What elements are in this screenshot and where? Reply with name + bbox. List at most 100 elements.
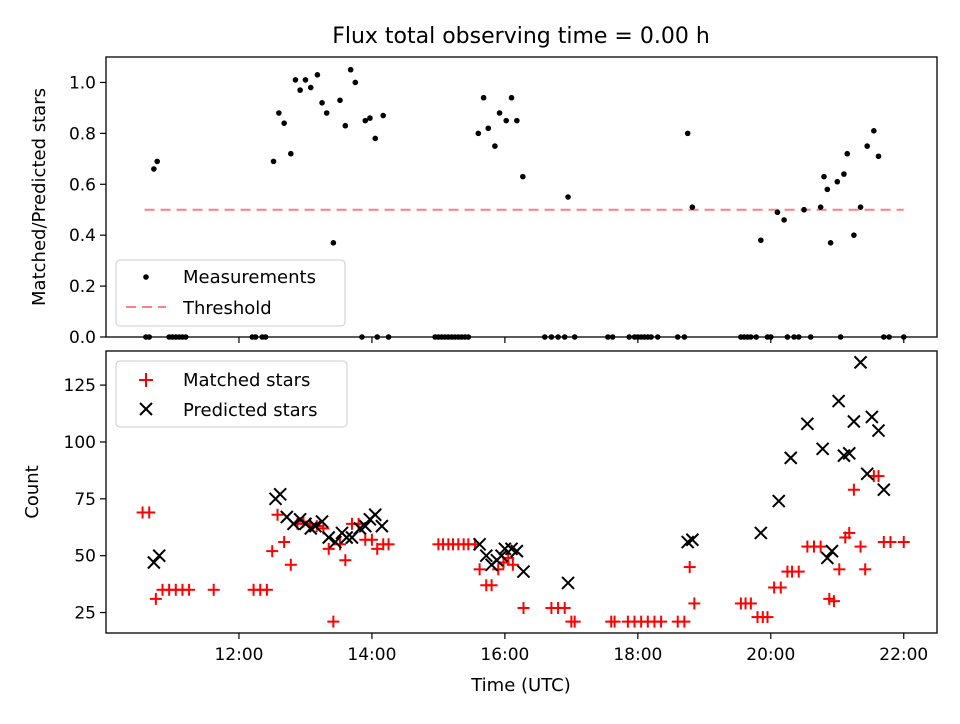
measurement-point xyxy=(281,120,287,126)
top-y-ticks: 0.0 0.2 0.4 0.6 0.8 1.0 xyxy=(69,73,106,348)
measurement-point xyxy=(605,334,611,340)
measurement-point xyxy=(784,334,791,340)
predicted-star-point xyxy=(516,564,531,579)
matched-star-point xyxy=(266,545,279,558)
matched-star-point xyxy=(207,583,220,596)
matched-star-point xyxy=(149,592,162,605)
measurement-point xyxy=(302,77,309,83)
matched-star-point xyxy=(833,563,846,576)
measurement-point xyxy=(900,334,907,340)
measurement-point xyxy=(844,150,851,157)
measurement-point xyxy=(514,117,520,124)
predicted-star-point xyxy=(784,451,798,465)
measurement-point xyxy=(753,334,759,340)
matched-star-point xyxy=(608,615,621,628)
matched-star-point xyxy=(517,601,530,614)
matched-star-point xyxy=(334,538,347,551)
measurement-point xyxy=(372,135,379,142)
top-legend-box xyxy=(115,259,346,327)
predicted-star-point xyxy=(680,535,695,549)
measurement-point xyxy=(654,334,661,340)
measurement-point xyxy=(374,334,381,340)
measurement-point xyxy=(648,334,654,340)
matched-star-point xyxy=(492,563,505,576)
measurement-point xyxy=(768,334,774,340)
measurement-point xyxy=(292,77,299,83)
matched-star-point xyxy=(365,533,378,546)
measurement-point xyxy=(314,72,321,78)
measurement-point xyxy=(565,194,571,200)
measurement-point xyxy=(359,334,365,340)
predicted-star-point xyxy=(286,517,301,531)
measurement-point xyxy=(380,112,387,119)
measurement-point xyxy=(508,94,515,101)
measurement-point xyxy=(252,334,259,340)
matched-star-point xyxy=(655,615,668,628)
measurement-point xyxy=(681,334,688,340)
bottom-panel: 25 50 75 100 125 12:00 14:00 16:00 18:00 20:00 22… xyxy=(22,350,938,696)
measurement-point xyxy=(323,110,330,116)
measurement-point xyxy=(362,117,369,124)
chart-title: Flux total observing time = 0.00 h xyxy=(332,24,710,49)
predicted-star-point xyxy=(877,483,891,497)
matched-star-point xyxy=(506,558,519,571)
count-points xyxy=(136,355,910,628)
measurement-point xyxy=(821,173,827,180)
matched-star-point xyxy=(897,536,910,549)
matched-star-point xyxy=(284,558,297,571)
predicted-star-point xyxy=(860,467,874,481)
measurement-point xyxy=(297,87,303,93)
measurement-point xyxy=(758,237,764,244)
measurement-point xyxy=(541,334,548,340)
measurement-point xyxy=(262,334,269,340)
predicted-star-point xyxy=(772,494,786,508)
measurement-point xyxy=(385,334,392,340)
predicted-star-point xyxy=(865,410,879,424)
matched-star-point xyxy=(278,536,291,549)
matched-star-point xyxy=(792,565,805,578)
predicted-star-point xyxy=(315,514,329,529)
top-y-tick-label: 1.0 xyxy=(69,73,96,93)
predicted-star-point xyxy=(510,544,524,558)
measurement-point xyxy=(827,240,834,246)
measurement-point xyxy=(824,186,831,193)
measurement-point xyxy=(182,334,189,340)
legend-label-threshold: Threshold xyxy=(182,298,272,319)
matched-star-point xyxy=(382,538,395,551)
predicted-star-point xyxy=(152,548,166,563)
predicted-star-point xyxy=(825,544,839,558)
matched-star-point xyxy=(688,597,701,610)
predicted-star-point xyxy=(561,576,575,590)
measurement-point xyxy=(548,334,555,340)
matched-star-point xyxy=(854,540,867,553)
bottom-y-tick-label: 125 xyxy=(64,376,96,396)
measurement-point xyxy=(485,125,492,132)
matched-star-point xyxy=(872,470,885,483)
measurement-point xyxy=(503,117,510,124)
bottom-y-tick-label: 50 xyxy=(74,547,96,567)
matched-star-point xyxy=(814,540,827,553)
measurement-point xyxy=(307,84,314,91)
measurement-point xyxy=(465,334,472,340)
measurement-point xyxy=(886,334,892,340)
measurement-point xyxy=(288,150,294,157)
legend-label-measurements: Measurements xyxy=(183,267,316,288)
predicted-star-point xyxy=(479,548,493,563)
bottom-x-tick-label: 20:00 xyxy=(746,645,795,665)
predicted-star-point xyxy=(685,533,700,547)
measurement-point xyxy=(475,130,482,137)
measurement-point xyxy=(480,94,487,101)
measurement-point xyxy=(342,122,349,129)
bottom-y-tick-label: 100 xyxy=(64,433,96,453)
predicted-star-point xyxy=(815,442,830,456)
measurement-point xyxy=(496,110,503,116)
measurement-point xyxy=(871,128,877,134)
predicted-star-point xyxy=(375,519,389,533)
measurement-point xyxy=(319,100,325,106)
measurement-point xyxy=(337,97,343,104)
top-y-tick-label: 0.8 xyxy=(69,124,96,144)
predicted-star-point xyxy=(754,526,768,540)
bottom-x-ticks: 12:00 14:00 16:00 18:00 20:00 22:00 xyxy=(214,633,928,665)
predicted-star-point xyxy=(494,548,509,563)
measurement-point xyxy=(609,334,616,340)
